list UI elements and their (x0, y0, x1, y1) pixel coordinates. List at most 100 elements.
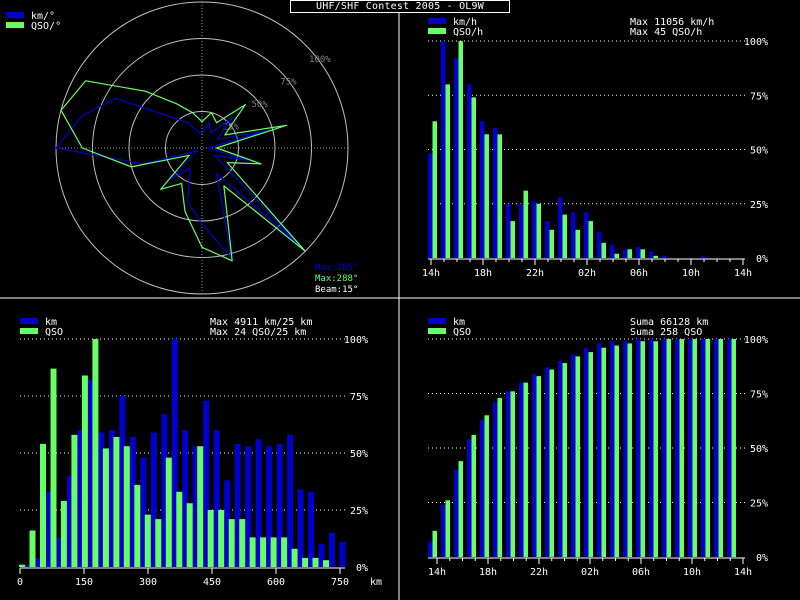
bar-primary-31 (339, 541, 346, 567)
polar-ring-label-4: 100% (309, 55, 331, 65)
bar-primary-27 (297, 489, 304, 567)
bar-primary-18 (649, 251, 654, 258)
bar-secondary-4 (471, 97, 476, 259)
bar-secondary-4 (471, 434, 476, 557)
bar-primary-13 (584, 212, 589, 258)
bar-secondary-6 (497, 397, 502, 557)
bar-primary-19 (662, 339, 667, 557)
bar-primary-13 (584, 347, 589, 557)
bar-secondary-14 (601, 242, 606, 258)
y-tick-label-2: 25% (750, 200, 768, 211)
bar-secondary-23 (718, 339, 723, 557)
bar-primary-28 (308, 491, 315, 567)
bar-primary-16 (182, 430, 189, 567)
bar-primary-7 (506, 203, 511, 259)
bar-secondary-5 (484, 134, 489, 258)
bar-primary-5 (480, 419, 485, 557)
bar-primary-17 (636, 339, 641, 557)
bar-primary-22 (701, 255, 706, 258)
y-tick-label-4: 75% (750, 390, 768, 401)
y-tick-label-4: 75% (350, 392, 368, 403)
bar-primary-29 (318, 544, 325, 567)
bar-secondary-16 (627, 343, 632, 557)
bar-secondary-12 (575, 229, 580, 258)
x-tick-label-2: 150 (75, 577, 93, 588)
bar-primary-8 (98, 432, 105, 567)
bar-secondary-1 (432, 121, 437, 258)
bar-secondary-11 (562, 363, 567, 557)
legend-label-2: QSO (453, 327, 471, 338)
legend-label-1: km (45, 317, 57, 328)
x-tick-label-3: 22h (530, 567, 548, 578)
polar-max-km: Max:285° (315, 263, 358, 273)
y-tick-label-5: 100% (744, 335, 768, 346)
polar-chart: 25% 50% 75% 100% km/°QSO/° Max:285°Max:288°Be… (6, 1, 358, 295)
legend-swatch-1 (20, 318, 38, 324)
x-tick-label-4: 02h (578, 268, 596, 279)
bar-secondary-17 (640, 249, 645, 258)
y-tick-label-3: 50% (750, 146, 768, 157)
x-tick-label-5: 600 (267, 577, 285, 588)
info-line-2: Suma 258 QSO (630, 327, 702, 338)
x-tick-label-6: 10h (683, 567, 701, 578)
polar-ring-1 (165, 111, 239, 185)
bar-primary-21 (688, 339, 693, 557)
bar-secondary-18 (653, 341, 658, 557)
x-tick-label-2: 18h (479, 567, 497, 578)
legend-swatch-2 (6, 22, 24, 28)
bar-secondary-11 (562, 214, 567, 258)
y-tick-label-3: 50% (750, 444, 768, 455)
bar-primary-8 (519, 203, 524, 259)
bar-primary-6 (493, 127, 498, 258)
bar-secondary-8 (523, 382, 528, 557)
bar-primary-10 (545, 367, 550, 557)
x-tick-label-1: 0 (17, 577, 23, 588)
bar-secondary-2 (29, 530, 36, 567)
bar-primary-12 (571, 354, 576, 557)
polar-ring-2 (128, 74, 276, 222)
bar-primary-20 (224, 480, 231, 567)
bar-secondary-28 (302, 557, 309, 567)
bar-primary-1 (428, 153, 433, 258)
x-tick-label-6: 10h (682, 268, 700, 279)
bar-secondary-11 (123, 446, 130, 567)
x-tick-label-3: 300 (139, 577, 157, 588)
x-tick-label-4: 02h (581, 567, 599, 578)
bar-primary-15 (171, 339, 178, 567)
bar-primary-3 (46, 491, 52, 567)
bar-primary-3 (454, 469, 459, 557)
x-tick-label-7: 14h (734, 268, 752, 279)
bar-primary-5 (66, 475, 73, 567)
bar-chart-1: 0% 25% 50% 75% 100% 14h 18h 22h 02h 06h 10h 14h km/h… (422, 17, 768, 279)
legend-label-2: QSO/h (453, 27, 483, 38)
bar-primary-25 (276, 443, 283, 567)
bar-primary-14 (597, 232, 602, 258)
bar-primary-18 (649, 339, 654, 557)
bar-primary-12 (571, 212, 576, 258)
bar-secondary-1 (432, 530, 437, 557)
polar-series-2 (60, 80, 306, 262)
bar-secondary-22 (705, 339, 710, 557)
bar-primary-15 (610, 245, 615, 258)
bar-secondary-26 (281, 537, 288, 567)
x-tick-label-2: 18h (474, 268, 492, 279)
bar-secondary-19 (666, 339, 671, 557)
bar-secondary-9 (102, 448, 109, 567)
legend-label-1: km (453, 317, 465, 328)
bar-secondary-24 (260, 537, 267, 567)
bar-secondary-13 (588, 352, 593, 557)
bar-primary-22 (245, 446, 252, 567)
bar-primary-16 (623, 249, 628, 258)
y-tick-label-1: 0% (756, 553, 768, 564)
bar-primary-19 (662, 255, 667, 258)
y-tick-label-3: 50% (350, 449, 368, 460)
bar-secondary-3 (458, 461, 463, 557)
x-tick-label-4: 450 (203, 577, 221, 588)
bar-primary-9 (532, 201, 537, 258)
bar-secondary-15 (165, 457, 172, 567)
y-tick-label-5: 100% (344, 335, 368, 346)
bar-primary-11 (558, 360, 563, 557)
bar-primary-11 (558, 197, 563, 258)
bar-secondary-4 (50, 368, 57, 567)
